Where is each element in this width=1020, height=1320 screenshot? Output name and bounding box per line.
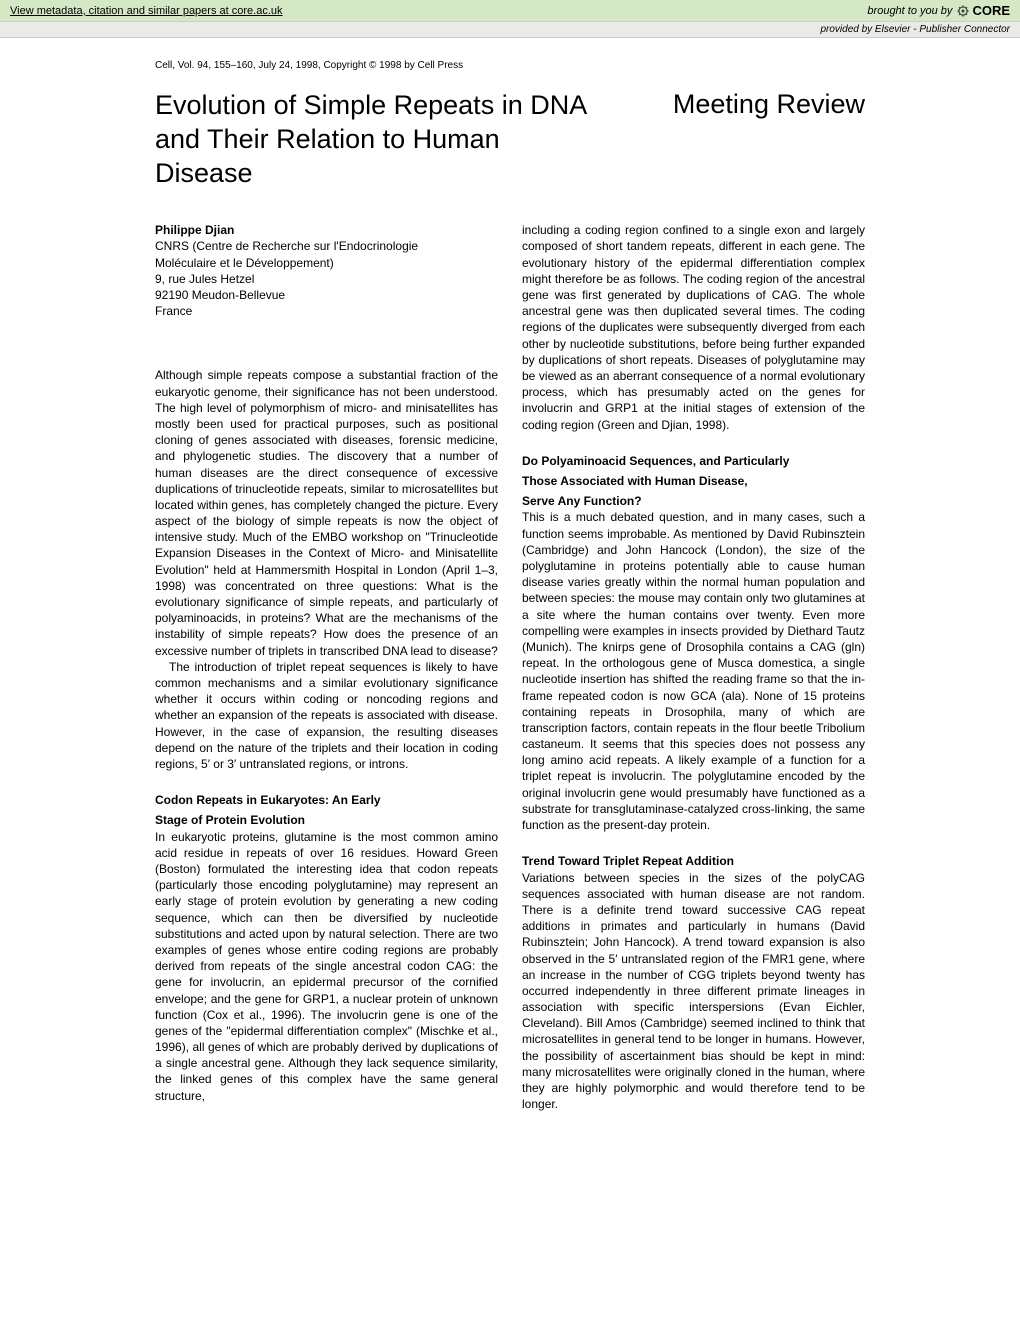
intro-paragraph-2: The introduction of triplet repeat seque… (155, 659, 498, 772)
right-column: including a coding region confined to a … (522, 222, 865, 1112)
title-row: Evolution of Simple Repeats in DNA and T… (155, 89, 865, 190)
affiliation-line: 9, rue Jules Hetzel (155, 271, 498, 287)
citation-line: Cell, Vol. 94, 155–160, July 24, 1998, C… (155, 60, 865, 71)
page-content: Cell, Vol. 94, 155–160, July 24, 1998, C… (0, 38, 1020, 1152)
section-heading: Do Polyaminoacid Sequences, and Particul… (522, 453, 865, 469)
brought-by-label: brought to you by (867, 5, 952, 17)
provided-by-text[interactable]: provided by Elsevier - Publisher Connect… (820, 24, 1010, 35)
provided-by-bar: provided by Elsevier - Publisher Connect… (0, 21, 1020, 38)
author-block: Philippe Djian CNRS (Centre de Recherche… (155, 222, 498, 319)
section-body: In eukaryotic proteins, glutamine is the… (155, 829, 498, 1104)
section-heading: Those Associated with Human Disease, (522, 473, 865, 489)
author-name: Philippe Djian (155, 222, 498, 238)
article-title: Evolution of Simple Repeats in DNA and T… (155, 89, 595, 190)
affiliation-line: CNRS (Centre de Recherche sur l'Endocrin… (155, 238, 498, 254)
core-icon (956, 4, 970, 18)
core-banner-brought: brought to you by CORE (867, 3, 1010, 18)
core-logo-text: CORE (972, 3, 1010, 18)
core-banner: View metadata, citation and similar pape… (0, 0, 1020, 21)
article-type: Meeting Review (673, 89, 865, 120)
section-heading: Trend Toward Triplet Repeat Addition (522, 853, 865, 869)
core-banner-link[interactable]: View metadata, citation and similar pape… (10, 5, 867, 17)
affiliation-line: France (155, 303, 498, 319)
section-body: This is a much debated question, and in … (522, 509, 865, 833)
core-logo[interactable]: CORE (956, 3, 1010, 18)
columns: Philippe Djian CNRS (Centre de Recherche… (155, 222, 865, 1112)
affiliation-line: Moléculaire et le Développement) (155, 255, 498, 271)
intro-paragraph-1: Although simple repeats compose a substa… (155, 367, 498, 658)
section-heading: Serve Any Function? (522, 493, 865, 509)
section-heading: Stage of Protein Evolution (155, 812, 498, 828)
affiliation-line: 92190 Meudon-Bellevue (155, 287, 498, 303)
section-body: Variations between species in the sizes … (522, 870, 865, 1113)
left-column: Philippe Djian CNRS (Centre de Recherche… (155, 222, 498, 1112)
section-heading: Codon Repeats in Eukaryotes: An Early (155, 792, 498, 808)
continuation-paragraph: including a coding region confined to a … (522, 222, 865, 432)
